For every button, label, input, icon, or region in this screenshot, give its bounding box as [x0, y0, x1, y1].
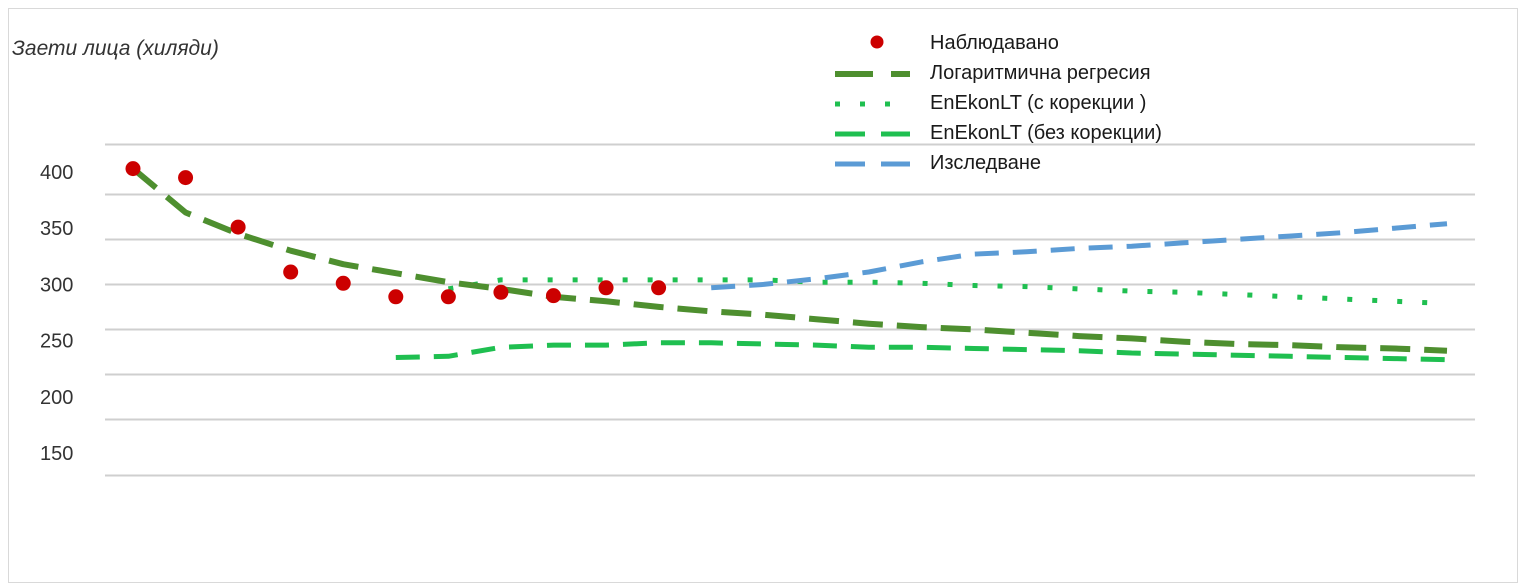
y-tick-label: 350: [40, 218, 73, 240]
y-tick-labels: 150 200 250 300 350 400: [40, 162, 73, 465]
legend-label: Изследване: [930, 152, 1041, 174]
legend-item: Наблюдавано: [870, 32, 1059, 54]
series-3: [395, 340, 1448, 363]
gridlines: [105, 143, 1475, 477]
series-2: [447, 277, 1448, 306]
y-axis-label: Заети лица (хиляди): [12, 37, 219, 60]
legend-label: EnEkonLT (без корекции): [930, 122, 1162, 144]
data-point: [283, 264, 299, 280]
y-tick-label: 300: [40, 274, 73, 296]
series-line: [131, 166, 1448, 354]
legend-item: Изследване: [835, 152, 1041, 174]
data-point: [651, 280, 667, 296]
series-4: [711, 221, 1448, 291]
series-line: [447, 277, 1448, 306]
data-point: [230, 219, 246, 235]
legend-marker: [870, 35, 884, 49]
legend-item: Логаритмична регресия: [835, 62, 1151, 84]
data-point: [125, 161, 141, 177]
data-point: [598, 280, 614, 296]
data-point: [335, 275, 351, 291]
legend-item: EnEkonLT (с корекции ): [835, 92, 1146, 114]
series-layer: [125, 161, 1448, 363]
legend-label: Наблюдавано: [930, 32, 1059, 54]
legend-label: Логаритмична регресия: [930, 62, 1151, 84]
y-tick-label: 400: [40, 162, 73, 184]
y-tick-label: 150: [40, 443, 73, 465]
data-point: [493, 284, 509, 300]
y-tick-label: 200: [40, 387, 73, 409]
data-point: [440, 289, 456, 305]
legend: Наблюдавано Логаритмична регресия EnEkonLT…: [835, 32, 1162, 174]
series-0: [125, 161, 667, 305]
legend-label: EnEkonLT (с корекции ): [930, 92, 1146, 114]
data-point: [178, 170, 194, 186]
data-point: [388, 289, 404, 305]
series-line: [395, 340, 1448, 363]
series-1: [131, 166, 1448, 354]
y-tick-label: 250: [40, 331, 73, 353]
series-line: [711, 221, 1448, 291]
chart-frame: [8, 8, 1518, 583]
data-point: [545, 288, 561, 304]
legend-item: EnEkonLT (без корекции): [835, 122, 1162, 144]
